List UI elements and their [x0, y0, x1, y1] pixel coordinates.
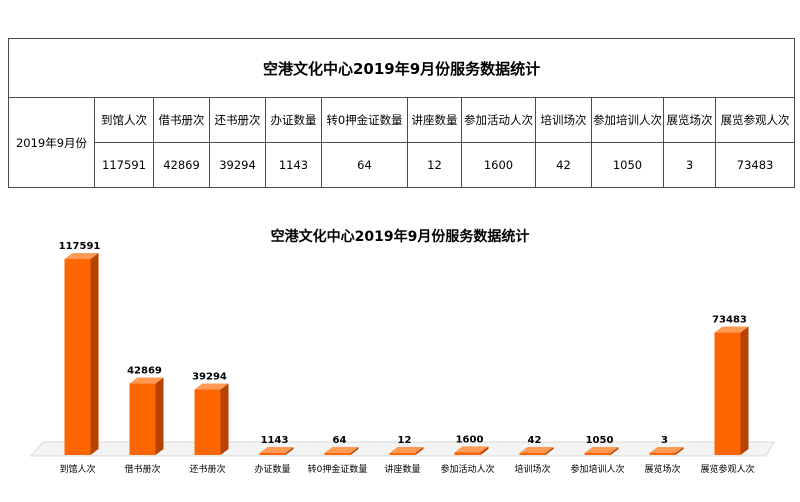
- data-label: 1050: [586, 435, 614, 446]
- bar-side: [350, 447, 359, 455]
- bar: [389, 453, 416, 455]
- x-tick-label: 还书册次: [189, 463, 225, 475]
- data-label: 1143: [261, 435, 289, 446]
- bar-side: [285, 447, 294, 455]
- header-cell: 转0押金证数量: [321, 97, 408, 143]
- bar-top: [714, 326, 749, 333]
- x-tick-label: 到馆人次: [59, 463, 95, 475]
- header-cell: 参加活动人次: [461, 97, 536, 143]
- header-cell: 参加培训人次: [591, 97, 664, 143]
- bar-top: [389, 447, 424, 453]
- bar-top: [129, 377, 164, 384]
- bar: [259, 453, 286, 455]
- bar-side: [90, 253, 99, 455]
- header-cell: 到馆人次: [94, 97, 154, 143]
- bar: [194, 389, 221, 455]
- bar-top: [194, 383, 229, 390]
- value-cell: 12: [407, 142, 462, 188]
- header-cell: 还书册次: [209, 97, 266, 143]
- bar-side: [740, 326, 749, 455]
- value-cell: 42: [535, 142, 592, 188]
- bar-side: [675, 447, 684, 455]
- period-label: 2019年9月份: [8, 97, 95, 188]
- bar-side: [545, 447, 554, 455]
- header-cell: 借书册次: [153, 97, 210, 143]
- bar: [64, 259, 91, 455]
- data-label: 39294: [192, 372, 227, 383]
- data-label: 12: [398, 435, 412, 446]
- header-cell: 办证数量: [265, 97, 322, 143]
- value-cell: 39294: [209, 142, 266, 188]
- bar-top: [259, 447, 294, 453]
- header-cell: 讲座数量: [407, 97, 462, 143]
- bar-top: [649, 447, 684, 453]
- x-tick-label: 展览场次: [644, 463, 680, 475]
- bar: [129, 383, 156, 455]
- bar: [454, 452, 481, 455]
- stats-table: 空港文化中心2019年9月份服务数据统计 2019年9月份 到馆人次 借书册次 …: [7, 38, 796, 188]
- bar: [649, 453, 676, 455]
- bar-top: [324, 447, 359, 453]
- value-cell: 42869: [153, 142, 210, 188]
- value-cell: 64: [321, 142, 408, 188]
- value-cell: 3: [663, 142, 716, 188]
- value-cell: 117591: [94, 142, 154, 188]
- x-tick-label: 展览参观人次: [700, 463, 754, 475]
- x-tick-label: 借书册次: [124, 463, 160, 475]
- value-cell: 1600: [461, 142, 536, 188]
- bar-top: [64, 253, 99, 260]
- bar: [324, 453, 351, 455]
- value-cell: 1050: [591, 142, 664, 188]
- bar: [584, 453, 611, 455]
- bar-top: [454, 446, 489, 453]
- bar-side: [610, 447, 619, 455]
- data-label: 42: [528, 435, 542, 446]
- bar-chart: 空港文化中心2019年9月份服务数据统计 117591 到馆人次 42869 借书册次…: [29, 228, 775, 475]
- data-label: 64: [333, 435, 347, 446]
- x-tick-label: 参加活动人次: [440, 463, 494, 475]
- x-tick-label: 讲座数量: [384, 463, 420, 475]
- header-cell: 展览场次: [663, 97, 716, 143]
- bar-top: [584, 447, 619, 453]
- data-label: 117591: [59, 241, 101, 252]
- data-label: 42869: [127, 366, 162, 377]
- bar-side: [480, 446, 489, 455]
- bar-side: [415, 447, 424, 455]
- bar: [714, 332, 741, 455]
- data-label: 73483: [712, 315, 747, 326]
- header-cell: 培训场次: [535, 97, 592, 143]
- x-tick-label: 参加培训人次: [570, 463, 624, 475]
- bar-side: [220, 383, 229, 455]
- table-title: 空港文化中心2019年9月份服务数据统计: [7, 38, 796, 98]
- x-tick-label: 转0押金证数量: [308, 463, 368, 475]
- value-cell: 1143: [265, 142, 322, 188]
- x-tick-label: 办证数量: [254, 463, 290, 475]
- bar-top: [519, 447, 554, 453]
- data-label: 3: [661, 435, 668, 446]
- header-cell: 展览参观人次: [714, 97, 796, 143]
- bar: [519, 453, 546, 455]
- data-label: 1600: [456, 434, 484, 445]
- value-cell: 73483: [714, 142, 796, 188]
- x-tick-label: 培训场次: [514, 463, 550, 475]
- bar-side: [155, 377, 164, 455]
- chart-title: 空港文化中心2019年9月份服务数据统计: [271, 228, 530, 245]
